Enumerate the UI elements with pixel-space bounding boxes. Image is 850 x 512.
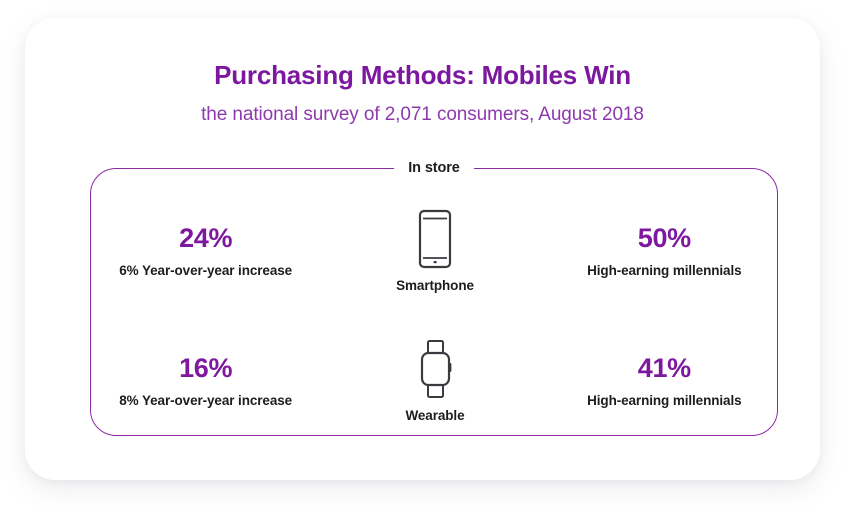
stats-row-smartphone: 24% 6% Year-over-year increase: [91, 176, 779, 316]
stat-caption: High-earning millennials: [587, 263, 742, 279]
stat-wearable-millennials: 41% High-earning millennials: [550, 352, 779, 409]
stat-value: 16%: [179, 352, 233, 383]
stat-value: 24%: [179, 222, 233, 253]
smartphone-icon: [413, 209, 457, 269]
page-subtitle: the national survey of 2,071 consumers, …: [201, 104, 644, 125]
stat-value: 50%: [637, 222, 691, 253]
stat-caption: 8% Year-over-year increase: [119, 393, 293, 409]
stats-row-wearable: 16% 8% Year-over-year increase: [91, 316, 779, 446]
stat-value: 41%: [637, 352, 691, 383]
device-wearable: Wearable: [320, 339, 549, 423]
stat-smartphone-yoy: 24% 6% Year-over-year increase: [91, 222, 320, 279]
stats-grid: 24% 6% Year-over-year increase: [91, 176, 779, 446]
stat-caption: High-earning millennials: [587, 393, 742, 409]
stat-smartphone-millennials: 50% High-earning millennials: [550, 222, 779, 279]
infographic-card: Purchasing Methods: Mobiles Win the nati…: [25, 18, 820, 480]
in-store-panel: In store 24% 6% Year-over-year increase: [90, 160, 778, 436]
device-smartphone: Smartphone: [320, 209, 549, 293]
device-label: Wearable: [405, 408, 465, 423]
page-title: Purchasing Methods: Mobiles Win: [214, 60, 631, 90]
device-label: Smartphone: [396, 278, 474, 293]
stat-caption: 6% Year-over-year increase: [119, 263, 293, 279]
wearable-icon: [413, 339, 457, 399]
panel-legend: In store: [408, 160, 460, 176]
stat-wearable-yoy: 16% 8% Year-over-year increase: [91, 352, 320, 409]
header: Purchasing Methods: Mobiles Win the nati…: [25, 18, 820, 126]
